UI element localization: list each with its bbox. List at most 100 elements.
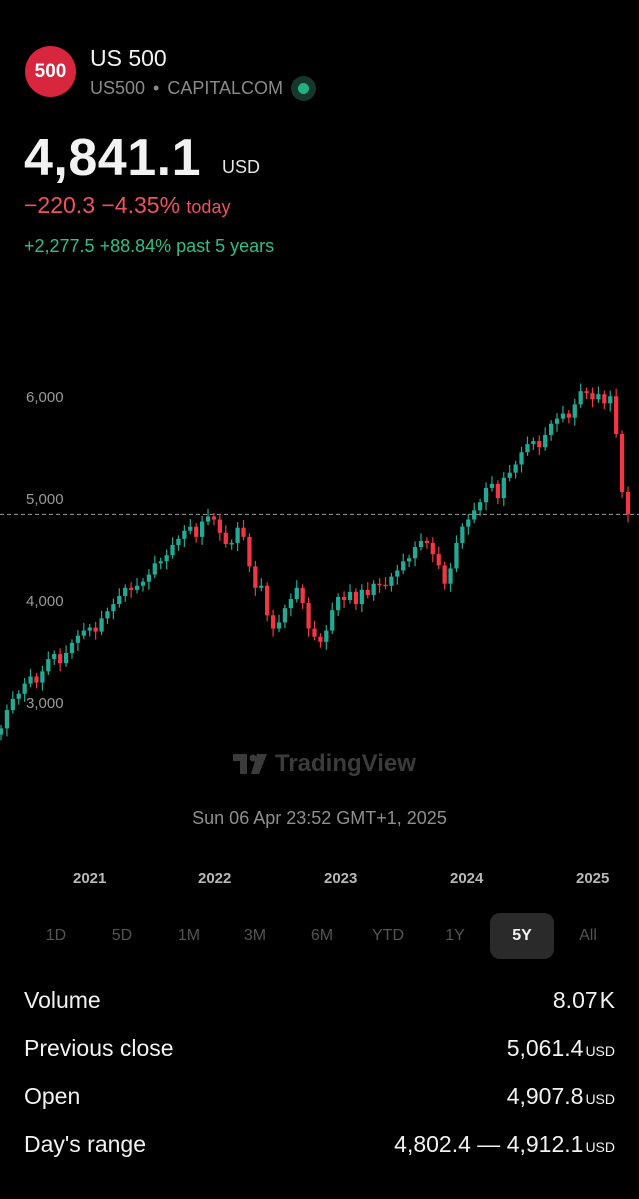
price-chart[interactable]: 3,000 4,000 5,000 6,000 bbox=[0, 330, 639, 760]
stat-value-unit: USD bbox=[585, 1091, 615, 1107]
candle-body bbox=[259, 585, 264, 588]
range-1d-button[interactable]: 1D bbox=[45, 927, 67, 944]
x-axis-year-label: 2021 bbox=[73, 870, 107, 887]
candle bbox=[194, 523, 199, 543]
candle-body bbox=[134, 585, 140, 590]
candle-body bbox=[619, 433, 625, 493]
candle-body bbox=[472, 510, 477, 520]
candle-body bbox=[572, 404, 577, 418]
candle-body bbox=[294, 587, 299, 600]
candle-body bbox=[0, 728, 4, 735]
stat-previous-close-value: 5,061.4 USD bbox=[507, 1035, 615, 1062]
candle-body bbox=[330, 610, 335, 631]
candle-body bbox=[312, 628, 317, 637]
range-5d-button[interactable]: 5D bbox=[111, 927, 133, 944]
candle bbox=[418, 533, 424, 551]
candle bbox=[430, 537, 435, 563]
range-5y-button[interactable]: 5Y bbox=[490, 913, 554, 959]
candle bbox=[590, 387, 595, 408]
candle bbox=[407, 554, 412, 568]
symbol-logo: 500 bbox=[25, 46, 76, 97]
candle bbox=[312, 620, 317, 641]
stat-value-number: 4,907.8 bbox=[506, 1083, 584, 1109]
candle-body bbox=[430, 542, 435, 555]
x-axis-year-label: 2025 bbox=[576, 870, 610, 887]
candle bbox=[4, 704, 10, 737]
candle bbox=[412, 541, 418, 567]
candle bbox=[69, 639, 75, 659]
candle bbox=[211, 512, 217, 526]
tradingview-logo-icon bbox=[233, 754, 267, 774]
x-axis-year-label: 2024 bbox=[450, 870, 484, 887]
candle bbox=[235, 522, 240, 552]
candle bbox=[300, 584, 305, 609]
candle bbox=[282, 604, 288, 629]
candle bbox=[531, 437, 536, 450]
candle-body bbox=[87, 627, 92, 631]
candle-body bbox=[554, 418, 560, 424]
candle bbox=[270, 609, 276, 637]
candle bbox=[87, 623, 92, 637]
candle bbox=[199, 515, 205, 545]
candle-body bbox=[81, 630, 86, 636]
stat-days-range-label: Day's range bbox=[24, 1131, 147, 1157]
candle bbox=[608, 390, 613, 412]
candle-body bbox=[507, 472, 512, 478]
candle-body bbox=[211, 516, 217, 520]
range-3m-button[interactable]: 3M bbox=[243, 927, 267, 944]
candle-body bbox=[483, 487, 489, 503]
current-price: 4,841.1 bbox=[24, 129, 201, 187]
candle bbox=[247, 533, 252, 573]
candle-body bbox=[164, 555, 169, 562]
candle bbox=[483, 482, 489, 511]
candle-body bbox=[353, 591, 359, 605]
candle bbox=[625, 486, 631, 523]
candle bbox=[359, 584, 364, 613]
stat-open-label: Open bbox=[24, 1083, 81, 1109]
candle bbox=[58, 648, 63, 672]
candle-body bbox=[40, 671, 45, 683]
candle bbox=[63, 645, 69, 667]
candle bbox=[560, 405, 566, 423]
candle-body bbox=[46, 659, 51, 672]
range-6m-button[interactable]: 6M bbox=[310, 927, 334, 944]
candle-body bbox=[608, 396, 613, 404]
candle bbox=[176, 535, 181, 551]
candle bbox=[164, 549, 169, 570]
candle-body bbox=[424, 540, 430, 543]
stat-volume-label: Volume bbox=[24, 987, 101, 1013]
candle bbox=[105, 607, 110, 625]
candle bbox=[40, 665, 45, 691]
candle bbox=[377, 578, 382, 593]
candle-body bbox=[395, 570, 400, 577]
candle-body bbox=[525, 444, 530, 453]
candle-body bbox=[75, 635, 81, 643]
candle-body bbox=[300, 587, 305, 604]
candle bbox=[46, 651, 51, 675]
y-axis-tick-label: 3,000 bbox=[26, 695, 64, 712]
stat-value-unit: K bbox=[599, 987, 615, 1013]
candle-body bbox=[176, 538, 181, 545]
range-1m-button[interactable]: 1M bbox=[177, 927, 201, 944]
candle bbox=[341, 591, 347, 609]
candle bbox=[619, 430, 625, 498]
range-1y-button[interactable]: 1Y bbox=[445, 927, 465, 944]
symbol-code: US500 bbox=[90, 78, 146, 98]
candle-body bbox=[418, 540, 424, 548]
candle bbox=[489, 476, 495, 492]
stat-value-unit: USD bbox=[585, 1043, 615, 1059]
candle bbox=[602, 390, 607, 410]
candle-body bbox=[265, 585, 270, 616]
candle-body bbox=[306, 603, 311, 629]
candle-body bbox=[324, 630, 329, 642]
range-all-button[interactable]: All bbox=[579, 927, 597, 944]
candle bbox=[330, 602, 335, 635]
candle bbox=[596, 386, 601, 403]
candle bbox=[383, 577, 388, 590]
candle-body bbox=[241, 527, 246, 537]
candle bbox=[507, 465, 512, 482]
candle-body bbox=[578, 391, 583, 405]
candle bbox=[454, 535, 459, 573]
range-ytd-button[interactable]: YTD bbox=[372, 927, 404, 944]
candle bbox=[223, 525, 228, 548]
